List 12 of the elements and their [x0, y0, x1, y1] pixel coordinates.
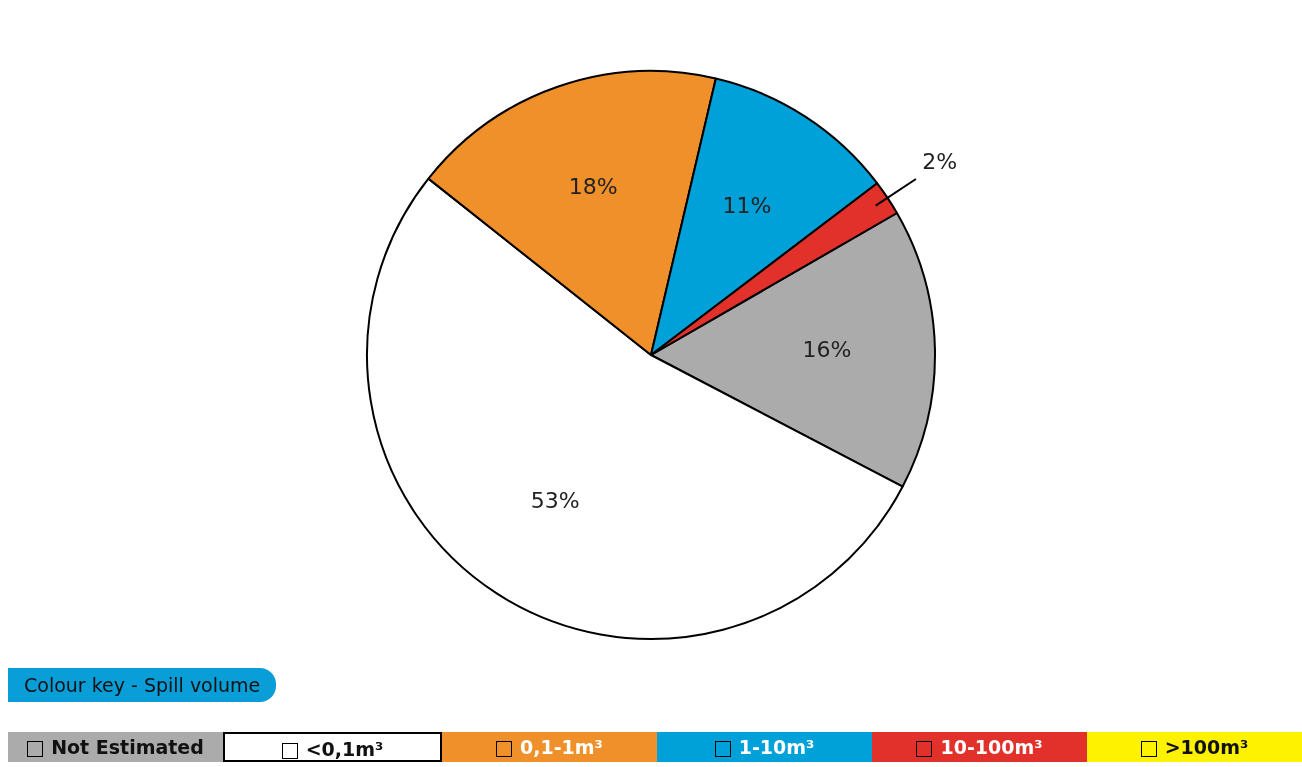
data-label: 11%	[722, 193, 772, 219]
legend-label: Not Estimated	[51, 736, 204, 758]
legend-label: >100m³	[1164, 736, 1249, 758]
legend-title: Colour key - Spill volume	[8, 668, 277, 702]
legend-label: 10-100m³	[940, 736, 1043, 758]
legend-label: <0,1m³	[305, 738, 384, 760]
data-label: 18%	[568, 174, 618, 200]
legend-label: 0,1-1m³	[520, 736, 603, 758]
data-label: 53%	[530, 488, 580, 514]
legend-label: 1-10m³	[738, 736, 815, 758]
data-label: 16%	[802, 337, 852, 363]
data-label: 2%	[922, 148, 958, 174]
